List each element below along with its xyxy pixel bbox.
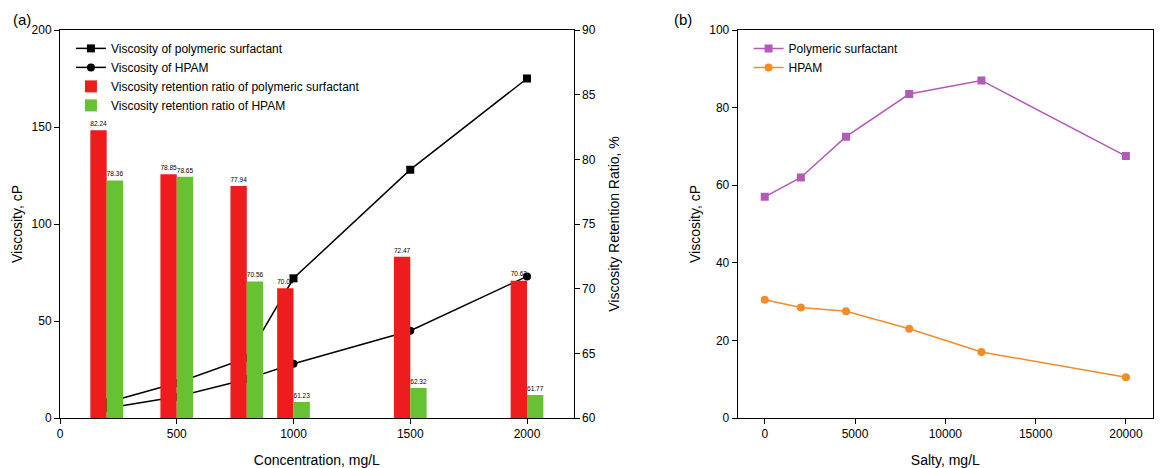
svg-text:70.04: 70.04 — [277, 278, 294, 285]
svg-text:0: 0 — [723, 411, 730, 425]
svg-text:Viscosity retention ratio of H: Viscosity retention ratio of HPAM — [111, 99, 285, 113]
svg-text:1500: 1500 — [397, 427, 424, 441]
svg-text:1000: 1000 — [280, 427, 307, 441]
svg-text:20000: 20000 — [1109, 427, 1143, 441]
svg-text:78.36: 78.36 — [107, 170, 124, 177]
svg-text:80: 80 — [716, 101, 730, 115]
svg-text:60: 60 — [582, 411, 596, 425]
svg-text:100: 100 — [32, 217, 52, 231]
svg-text:5000: 5000 — [842, 427, 869, 441]
svg-text:50: 50 — [38, 314, 52, 328]
svg-text:(b): (b) — [674, 11, 692, 28]
svg-text:2000: 2000 — [514, 427, 541, 441]
svg-text:90: 90 — [582, 23, 596, 37]
svg-text:20: 20 — [716, 334, 730, 348]
svg-text:40: 40 — [716, 256, 730, 270]
svg-text:77.94: 77.94 — [230, 176, 247, 183]
svg-text:82.24: 82.24 — [90, 120, 107, 127]
svg-text:61.23: 61.23 — [294, 392, 311, 399]
svg-text:61.77: 61.77 — [527, 385, 544, 392]
svg-text:Viscosity of polymeric surfact: Viscosity of polymeric surfactant — [111, 42, 283, 56]
svg-text:72.47: 72.47 — [394, 247, 411, 254]
svg-text:0: 0 — [761, 427, 768, 441]
svg-text:70.62: 70.62 — [511, 270, 528, 277]
svg-text:70: 70 — [582, 282, 596, 296]
svg-text:10000: 10000 — [929, 427, 963, 441]
svg-text:62.32: 62.32 — [410, 378, 427, 385]
svg-text:0: 0 — [45, 411, 52, 425]
svg-text:500: 500 — [167, 427, 187, 441]
svg-text:0: 0 — [57, 427, 64, 441]
svg-text:Salty, mg/L: Salty, mg/L — [911, 452, 980, 468]
svg-text:150: 150 — [32, 120, 52, 134]
svg-text:Viscosity, cP: Viscosity, cP — [687, 185, 703, 263]
svg-text:HPAM: HPAM — [789, 61, 823, 75]
svg-text:65: 65 — [582, 347, 596, 361]
svg-text:100: 100 — [709, 23, 729, 37]
svg-text:Viscosity, cP: Viscosity, cP — [9, 185, 25, 263]
svg-text:Viscosity of HPAM: Viscosity of HPAM — [111, 61, 209, 75]
svg-text:80: 80 — [582, 153, 596, 167]
svg-text:Viscosity Retention Ratio, %: Viscosity Retention Ratio, % — [606, 136, 622, 312]
svg-text:75: 75 — [582, 217, 596, 231]
svg-text:78.85: 78.85 — [160, 164, 177, 171]
svg-text:70.56: 70.56 — [247, 271, 264, 278]
svg-text:85: 85 — [582, 88, 596, 102]
svg-text:Polymeric surfactant: Polymeric surfactant — [789, 42, 898, 56]
svg-text:78.65: 78.65 — [177, 167, 194, 174]
svg-text:(a): (a) — [13, 11, 31, 28]
svg-text:15000: 15000 — [1019, 427, 1053, 441]
svg-text:200: 200 — [32, 23, 52, 37]
svg-text:Viscosity retention ratio of p: Viscosity retention ratio of polymeric s… — [111, 80, 360, 94]
svg-text:60: 60 — [716, 178, 730, 192]
svg-text:Concentration, mg/L: Concentration, mg/L — [254, 452, 380, 468]
